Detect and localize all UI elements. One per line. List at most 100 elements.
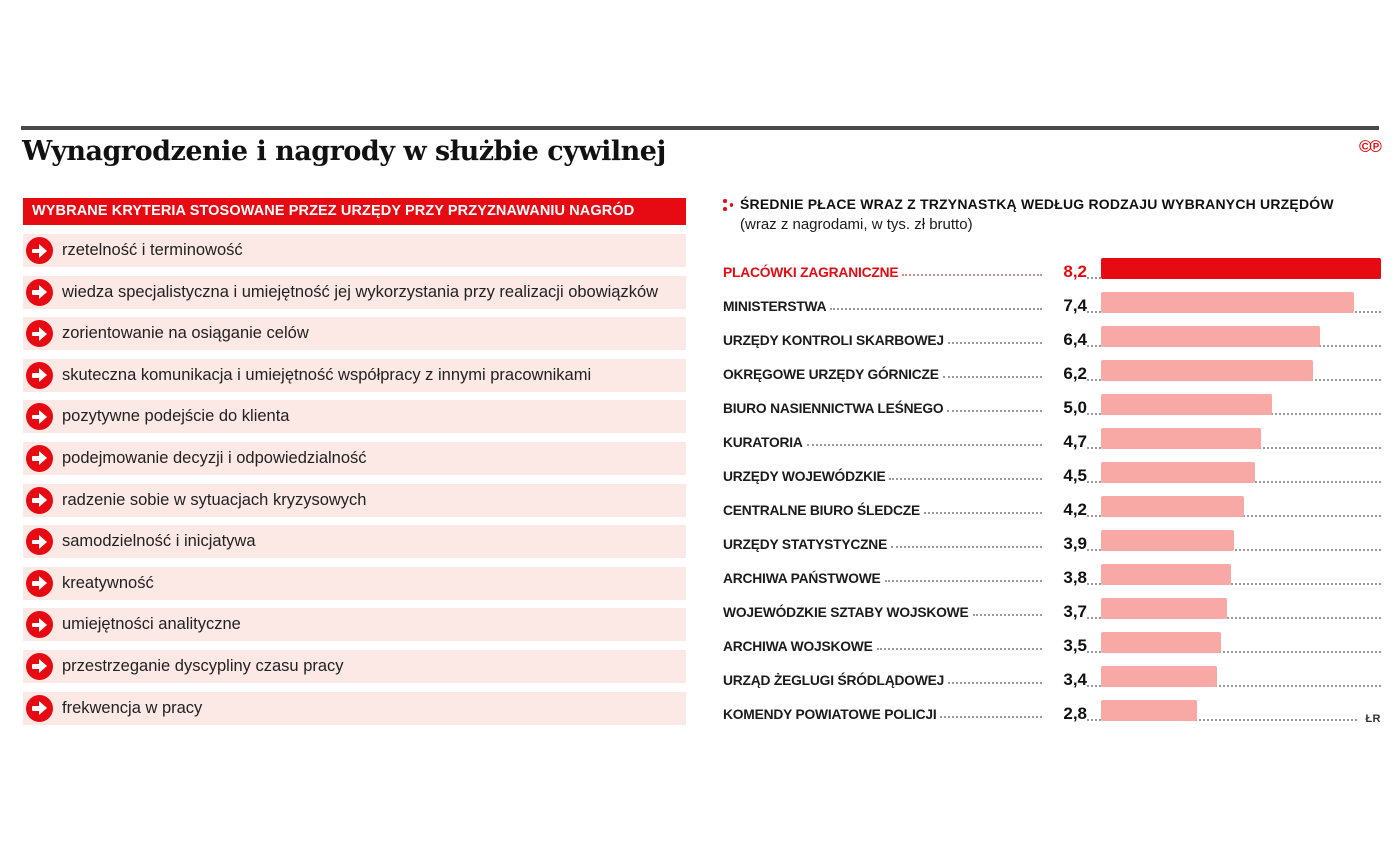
chart-row-value: 4,7 [1063,432,1087,451]
chart-rows: PLACÓWKI ZAGRANICZNE 8,2 MINISTERSTWA 7,… [723,253,1381,729]
chart-row-label: URZĘDY WOJEWÓDZKIE [723,469,886,484]
chart-row-value: 8,2 [1063,262,1087,281]
right-arrow-icon [26,444,53,472]
chart-row-value: 3,4 [1063,670,1087,689]
criteria-list-item: pozytywne podejście do klienta [23,400,686,434]
dotted-leader [830,308,1042,310]
bar-zone [1087,525,1381,559]
chart-title: ŚREDNIE PŁACE WRAZ Z TRZYNASTKĄ WEDŁUG R… [740,196,1334,212]
criteria-item-label: przestrzeganie dyscypliny czasu pracy [62,656,344,675]
chart-bar [1101,666,1218,687]
criteria-list-item: kreatywność [23,566,686,600]
criteria-item-label: radzenie sobie w sytuacjach kryzysowych [62,490,367,509]
top-rule [21,126,1379,130]
right-arrow-icon [26,569,53,597]
dotted-leader [942,376,1042,378]
criteria-list-item: wiedza specjalistyczna i umiejętność jej… [23,275,686,309]
right-arrow-icon [26,528,53,556]
chart-bar [1101,428,1262,449]
bar-zone [1087,559,1381,593]
right-arrow-icon [26,611,53,639]
dotted-leader [948,682,1042,684]
chart-row-value: 5,0 [1063,398,1087,417]
salary-chart: ŚREDNIE PŁACE WRAZ Z TRZYNASTKĄ WEDŁUG R… [723,196,1381,729]
chart-row: ARCHIWA WOJSKOWE 3,5 [723,627,1381,661]
criteria-list-item: samodzielność i inicjatywa [23,525,686,559]
bar-dotted-baseline [1087,651,1381,653]
right-arrow-icon [26,403,53,431]
chart-row-value: 3,9 [1063,534,1087,553]
dotted-leader [924,512,1042,514]
criteria-item-label: kreatywność [62,573,154,592]
chart-row-value: 3,8 [1063,568,1087,587]
bar-zone [1087,321,1381,355]
criteria-list-item: przestrzeganie dyscypliny czasu pracy [23,649,686,683]
chart-bar [1101,394,1272,415]
chart-row: CENTRALNE BIURO ŚLEDCZE 4,2 [723,491,1381,525]
chart-row-value: 7,4 [1063,296,1087,315]
chart-row: URZĘDY KONTROLI SKARBOWEJ 6,4 [723,321,1381,355]
chart-row: KURATORIA 4,7 [723,423,1381,457]
criteria-header: WYBRANE KRYTERIA STOSOWANE PRZEZ URZĘDY … [23,198,686,225]
copyright-marks: ©℗ [1359,137,1382,157]
right-arrow-icon [26,486,53,514]
bar-zone [1087,253,1381,287]
chart-bar [1101,258,1381,279]
chart-row-value: 2,8 [1063,704,1087,723]
chart-bar [1101,530,1235,551]
chart-row: URZĘDY WOJEWÓDZKIE 4,5 [723,457,1381,491]
criteria-list-item: zorientowanie na osiąganie celów [23,317,686,351]
chart-row-label: OKRĘGOWE URZĘDY GÓRNICZE [723,367,939,382]
chart-row-value: 3,7 [1063,602,1087,621]
bar-dotted-baseline [1087,719,1357,721]
bar-zone [1087,423,1381,457]
dotted-leader [940,716,1042,718]
criteria-item-label: skuteczna komunikacja i umiejętność wspó… [62,365,592,384]
chart-row-value: 4,5 [1063,466,1087,485]
bar-dotted-baseline [1087,685,1381,687]
chart-row: PLACÓWKI ZAGRANICZNE 8,2 [723,253,1381,287]
page-title: Wynagrodzenie i nagrody w służbie cywiln… [22,136,666,167]
chart-row-label: PLACÓWKI ZAGRANICZNE [723,265,899,280]
criteria-item-label: wiedza specjalistyczna i umiejętność jej… [62,282,659,301]
dotted-leader [891,546,1042,548]
chart-row-label: ARCHIWA PAŃSTWOWE [723,571,881,586]
bar-dotted-baseline [1087,549,1381,551]
right-arrow-icon [26,320,53,348]
bar-zone [1087,661,1381,695]
right-arrow-icon [26,361,53,389]
dotted-leader [876,648,1042,650]
criteria-list-item: rzetelność i terminowość [23,234,686,267]
right-arrow-icon [26,652,53,680]
tri-dot-bullet-icon [723,199,735,212]
criteria-list-item: radzenie sobie w sytuacjach kryzysowych [23,483,686,517]
chart-row-value: 6,4 [1063,330,1087,349]
chart-row-label: WOJEWÓDZKIE SZTABY WOJSKOWE [723,605,969,620]
dotted-leader [889,478,1042,480]
chart-row-label: BIURO NASIENNICTWA LEŚNEGO [723,401,944,416]
chart-row: MINISTERSTWA 7,4 [723,287,1381,321]
chart-bar [1101,598,1228,619]
bar-zone [1087,355,1381,389]
bar-zone: ŁR [1087,695,1381,729]
bar-dotted-baseline [1087,617,1381,619]
chart-row-label: KURATORIA [723,435,803,450]
chart-bar [1101,496,1245,517]
chart-bar [1101,292,1354,313]
chart-bar [1101,564,1231,585]
bar-zone [1087,287,1381,321]
right-arrow-icon [26,278,53,306]
chart-row: WOJEWÓDZKIE SZTABY WOJSKOWE 3,7 [723,593,1381,627]
criteria-list-item: skuteczna komunikacja i umiejętność wspó… [23,358,686,392]
dotted-leader [947,342,1042,344]
author-credit: ŁR [1365,713,1381,725]
criteria-list-item: podejmowanie decyzji i odpowiedzialność [23,441,686,475]
chart-subtitle: (wraz z nagrodami, w tys. zł brutto) [740,216,973,233]
chart-row-label: MINISTERSTWA [723,299,827,314]
bar-zone [1087,627,1381,661]
bar-zone [1087,457,1381,491]
bar-zone [1087,593,1381,627]
dotted-leader [972,614,1042,616]
chart-bar [1101,462,1255,483]
